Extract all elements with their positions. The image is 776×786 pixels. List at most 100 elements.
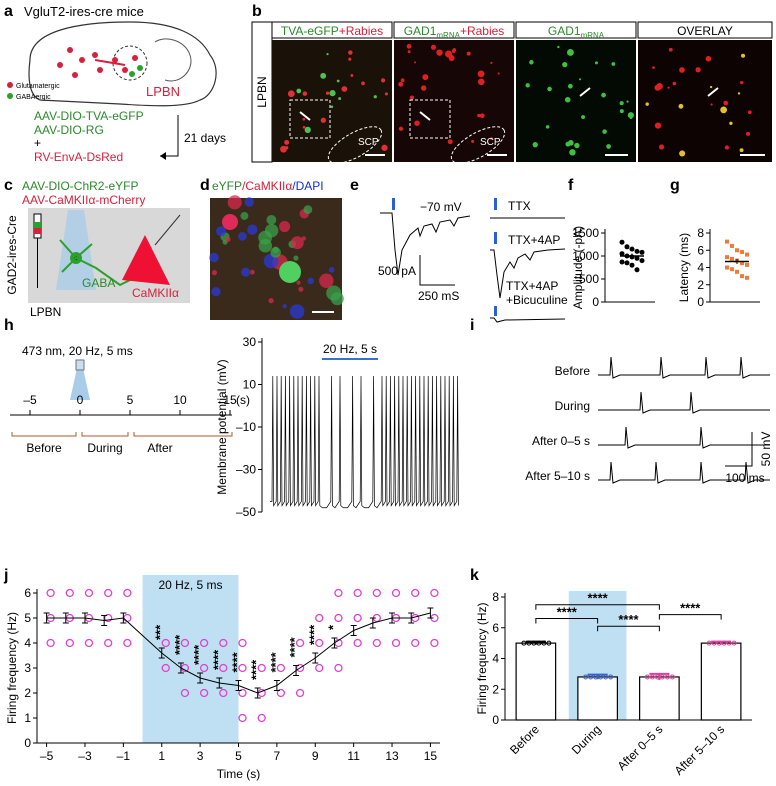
cell — [293, 255, 299, 261]
arrows — [299, 87, 719, 121]
cell — [350, 74, 354, 77]
cell — [284, 139, 290, 145]
y-axis-label: Latency (ms) — [677, 233, 691, 302]
marker — [649, 674, 655, 680]
error-bar — [408, 612, 415, 624]
cell — [626, 100, 629, 103]
cell — [225, 236, 231, 243]
y-tick-label: 0 — [492, 713, 499, 727]
cell — [479, 113, 485, 119]
point — [315, 613, 324, 623]
cell — [320, 117, 326, 123]
error-bar — [350, 625, 357, 636]
cell — [490, 61, 493, 64]
error-bar — [120, 612, 127, 624]
micrograph — [638, 40, 772, 162]
panel-letter: d — [200, 177, 210, 194]
scale-bar — [419, 255, 455, 286]
bracket — [597, 625, 660, 632]
cell — [325, 91, 330, 95]
cell — [652, 66, 655, 69]
y-tick-label: 6 — [24, 586, 31, 600]
cell — [471, 139, 475, 143]
slice — [28, 208, 190, 303]
condition: TTX+4AP — [508, 233, 560, 247]
cell — [619, 101, 624, 106]
cell — [407, 50, 411, 54]
cell — [477, 113, 481, 118]
arrow — [160, 115, 179, 157]
significance: **** — [557, 605, 578, 620]
cell — [574, 142, 580, 149]
marker — [521, 640, 527, 646]
bar — [639, 676, 680, 721]
light-cone — [70, 368, 90, 400]
projection — [94, 59, 126, 66]
cell — [287, 90, 295, 98]
marker — [726, 640, 732, 646]
cell — [710, 103, 713, 106]
point — [740, 274, 744, 279]
tick-label: 10 — [173, 393, 187, 407]
cell — [341, 86, 348, 92]
x-tick-label: 11 — [347, 749, 360, 763]
panel-letter: k — [470, 567, 479, 584]
voltage-trace — [598, 461, 770, 484]
cell — [737, 92, 741, 95]
cell — [739, 148, 744, 153]
marker — [603, 674, 609, 680]
virus: AAV-DIO-TVA-eGFP — [34, 109, 144, 123]
red-dots — [57, 47, 138, 78]
marker — [593, 674, 599, 680]
cells — [280, 44, 752, 157]
y-tick-label: 8 — [697, 226, 704, 240]
electrode — [154, 214, 181, 246]
point — [104, 638, 113, 648]
point — [430, 638, 439, 648]
cell — [329, 90, 336, 97]
target-circle — [112, 45, 148, 81]
annotation: 20 Hz, 5 ms — [159, 578, 223, 592]
cell — [740, 80, 744, 85]
marker — [669, 674, 675, 680]
point — [295, 688, 305, 698]
cell — [569, 149, 576, 156]
marker — [664, 674, 670, 680]
delay: 21 days — [184, 131, 226, 145]
tick-label: 5 — [127, 393, 134, 407]
point — [219, 638, 228, 648]
marker — [541, 640, 547, 646]
point — [238, 663, 247, 673]
virus: AAV-CaMKIIα-mCherry — [22, 193, 145, 207]
cell — [279, 261, 301, 283]
cell — [611, 62, 616, 66]
point — [46, 588, 55, 598]
significance: * — [325, 624, 340, 630]
y-tick-label: 5 — [24, 611, 31, 625]
marker — [731, 640, 737, 646]
region-label: LPBN — [30, 305, 61, 319]
panel-i: Before During After 0–5 s After 5–10 s 5… — [525, 356, 773, 485]
error-bar — [427, 607, 434, 619]
trace — [490, 317, 566, 323]
point — [161, 638, 170, 648]
inset-box — [289, 99, 331, 139]
tick-label: 15 — [223, 393, 237, 407]
cell — [290, 236, 304, 250]
cell — [562, 61, 568, 68]
y-tick-label: 0 — [592, 295, 599, 309]
cell — [304, 126, 311, 134]
cell — [678, 103, 684, 109]
point — [123, 613, 132, 623]
bar — [577, 676, 618, 721]
y-tick-label: 1 — [24, 711, 31, 725]
camk-cell — [122, 235, 170, 285]
cell — [656, 83, 663, 90]
point — [725, 239, 729, 244]
point — [295, 638, 305, 648]
significance: **** — [618, 612, 639, 627]
x-tick-label: –5 — [40, 749, 54, 763]
point — [353, 638, 362, 648]
processes — [59, 239, 141, 287]
